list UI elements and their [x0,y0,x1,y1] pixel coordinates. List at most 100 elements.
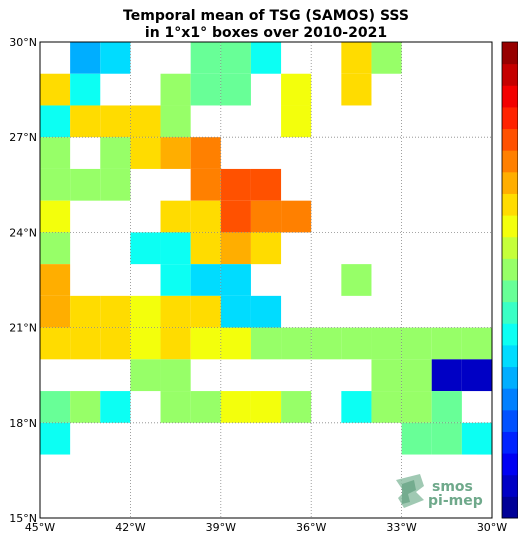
heatmap-cell [461,327,492,360]
colorbar-segment [502,42,518,65]
heatmap-cell [371,327,402,360]
heatmap-cell [281,105,312,138]
heatmap-cell [100,295,131,328]
heatmap-cell [130,327,161,360]
colorbar-segment [502,453,518,476]
heatmap-cell [100,137,131,169]
heatmap-cell [281,327,312,360]
heatmap-cell [190,200,221,233]
heatmap-cell [250,391,282,423]
heatmap-cell [70,295,101,328]
heatmap-cell [190,137,221,169]
heatmap-cell [220,200,251,233]
x-tick-label: 30°W [477,521,507,534]
heatmap-cell [160,105,191,138]
heatmap-cell [220,42,251,74]
heatmap-cell [311,327,342,360]
axis-ticks: 45°W 42°W 39°W 36°W 33°W 30°W 30°N 27°N 24°N 21°N… [9,36,507,534]
heatmap-cell [220,264,251,296]
heatmap-cell [190,42,221,74]
heatmap-cell [250,200,282,233]
heatmap-cell [190,295,221,328]
heatmap-cell [250,327,282,360]
heatmap-cells [40,42,492,455]
heatmap-cell [160,200,191,233]
heatmap-cell [130,105,161,138]
colorbar [501,41,518,519]
heatmap-cell [130,137,161,169]
y-tick-label: 18°N [9,417,37,430]
heatmap-cell [190,168,221,201]
heatmap-cell [341,327,372,360]
gridlines [40,42,492,518]
colorbar-segment [502,388,518,411]
heatmap-cell [190,391,221,423]
colorbar-segment [502,193,518,216]
x-tick-label: 36°W [296,521,326,534]
heatmap-cell [40,137,71,169]
y-tick-label: 24°N [9,226,37,239]
heatmap-cell [40,391,71,423]
heatmap-cell [220,73,251,106]
heatmap-cell [220,295,251,328]
heatmap-cell [281,73,312,106]
heatmap-cell [341,264,372,296]
colorbar-segment [502,280,518,303]
heatmap-cell [250,232,282,265]
heatmap-cell [341,42,372,74]
logo-ribbon-icon-2 [402,480,416,504]
y-tick-label: 27°N [9,131,37,144]
heatmap-cell [40,73,71,106]
heatmap-cell [160,327,191,360]
colorbar-segment [502,236,518,259]
heatmap-cell [40,327,71,360]
heatmap-cell [250,42,282,74]
heatmap-cell [220,168,251,201]
heatmap-cell [160,359,191,392]
y-tick-label: 21°N [9,322,37,335]
heatmap-cell [371,359,402,392]
heatmap-cell [100,42,131,74]
heatmap-cell [160,391,191,423]
heatmap-cell [461,359,492,392]
heatmap-cell [431,327,462,360]
heatmap-cell [401,422,432,455]
colorbar-segment [502,85,518,108]
heatmap-cell [250,168,282,201]
heatmap-cell [70,42,101,74]
heatmap-cell [100,105,131,138]
logo-line-2: pi-mep [428,493,483,509]
heatmap-cell [70,391,101,423]
heatmap-cell [130,232,161,265]
heatmap-cell [100,327,131,360]
heatmap-cell [40,232,71,265]
heatmap-cell [40,200,71,233]
heatmap-cell [160,137,191,169]
heatmap-cell [431,391,462,423]
heatmap-cell [401,391,432,423]
heatmap-cell [40,264,71,296]
heatmap-cell [100,168,131,201]
colorbar-frame [501,41,518,519]
colorbar-segment [502,150,518,173]
heatmap-cell [160,232,191,265]
colorbar-segment [502,215,518,238]
heatmap-cell [130,359,161,392]
colorbar-segment [502,128,518,151]
heatmap-cell [371,42,402,74]
heatmap-cell [476,422,492,455]
heatmap-cell [281,391,312,423]
y-tick-label: 30°N [9,36,37,49]
heatmap-cell [190,264,221,296]
heatmap-cell [190,232,221,265]
heatmap-cell [281,200,312,233]
colorbar-segment [502,301,518,324]
colorbar-segment [502,258,518,281]
heatmap-cell [40,105,71,138]
chart-title: Temporal mean of TSG (SAMOS) SSS [123,8,409,24]
heatmap-cell [100,391,131,423]
x-tick-label: 42°W [115,521,145,534]
heatmap-cell [401,359,432,392]
colorbar-segment [502,63,518,86]
